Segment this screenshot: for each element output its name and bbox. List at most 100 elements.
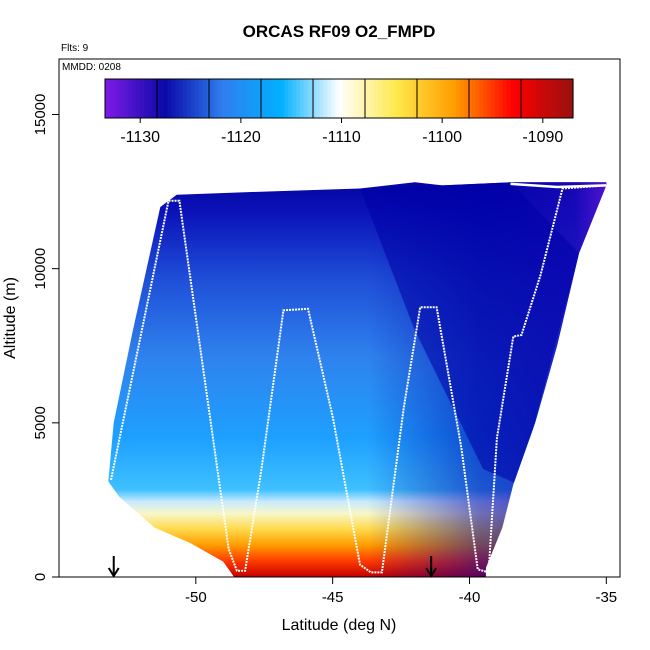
- colorbar-cell: [389, 79, 395, 118]
- colorbar-cell: [280, 79, 285, 118]
- colorbar-cell: [339, 79, 344, 118]
- colorbar-tick-label: -1120: [221, 129, 261, 146]
- colorbar-cell: [159, 79, 165, 118]
- colorbar-cell: [179, 79, 184, 118]
- x-tick-label: -50: [185, 589, 207, 606]
- colorbar-cell: [565, 79, 570, 118]
- colorbar-cell: [253, 79, 258, 118]
- colorbar-cell: [456, 79, 461, 118]
- colorbar-cell: [120, 79, 126, 118]
- colorbar-cell: [385, 79, 391, 118]
- colorbar-cell: [549, 79, 555, 118]
- colorbar-cell: [491, 79, 496, 118]
- colorbar-cell: [459, 79, 465, 118]
- colorbar-cell: [218, 79, 223, 118]
- marker-head: [107, 567, 120, 578]
- colorbar-cell: [237, 79, 243, 118]
- colorbar-cell: [112, 79, 118, 118]
- colorbar-cell: [222, 79, 227, 118]
- x-tick-label: -45: [322, 589, 344, 606]
- colorbar-cell: [116, 79, 122, 118]
- colorbar-cell: [428, 79, 434, 118]
- colorbar-cell: [561, 79, 566, 118]
- colorbar-cell: [105, 79, 110, 118]
- y-tick-label: 10000: [32, 248, 49, 290]
- arrow-down-icon: [425, 556, 438, 578]
- colorbar-cell: [506, 79, 512, 118]
- colorbar-cell: [292, 79, 297, 118]
- colorbar-cell: [358, 79, 363, 118]
- colorbar-cell: [522, 79, 527, 118]
- colorbar-cell: [257, 79, 262, 118]
- colorbar-cell: [541, 79, 547, 118]
- colorbar-cell: [420, 79, 426, 118]
- flight-track: [110, 184, 607, 574]
- colorbar-cell: [502, 79, 508, 118]
- colorbar-cell: [261, 79, 266, 118]
- colorbar-cell: [144, 79, 149, 118]
- x-axis-label: Latitude (deg N): [282, 617, 397, 634]
- colorbar-cell: [378, 79, 383, 118]
- colorbar-cell: [323, 79, 328, 118]
- colorbar-cell: [300, 79, 305, 118]
- colorbar-cell: [432, 79, 438, 118]
- colorbar-cell: [303, 79, 309, 118]
- colorbar-cell: [342, 79, 348, 118]
- colorbar-cell: [190, 79, 196, 118]
- colorbar-cell: [245, 79, 250, 118]
- colorbar-cell: [350, 79, 356, 118]
- colorbar-cell: [288, 79, 293, 118]
- colorbar-cell: [276, 79, 282, 118]
- colorbar-cell: [526, 79, 531, 118]
- colorbar: -1130 -1120 -1110 -1100 -1090: [104, 78, 574, 146]
- colorbar-cell: [405, 79, 410, 118]
- colorbar-cell: [534, 79, 539, 118]
- colorbar-tick-label: -1130: [120, 129, 160, 146]
- colorbar-tick-label: -1090: [522, 129, 563, 146]
- colorbar-cell: [483, 79, 488, 118]
- colorbar-cell: [202, 79, 207, 118]
- upper-flight-leg: [510, 182, 607, 189]
- colorbar-cell: [147, 79, 153, 118]
- colorbar-cell: [545, 79, 551, 118]
- colorbar-cell: [444, 79, 449, 118]
- colorbar-cell: [140, 79, 145, 118]
- colorbar-cell: [233, 79, 239, 118]
- chart-title: ORCAS RF09 O2_FMPD: [243, 22, 436, 41]
- colorbar-cell: [346, 79, 352, 118]
- colorbar-cell: [331, 79, 336, 118]
- colorbar-cell: [311, 79, 317, 118]
- x-tick-label: -40: [459, 589, 481, 606]
- colorbar-cell: [272, 79, 278, 118]
- colorbar-cell: [124, 79, 129, 118]
- colorbar-cell: [530, 79, 535, 118]
- colorbar-cell: [284, 79, 289, 118]
- colorbar-tick-label: -1100: [422, 129, 462, 146]
- arrow-down-icon: [107, 556, 120, 578]
- colorbar-cell: [452, 79, 457, 118]
- colorbar-cell: [424, 79, 430, 118]
- colorbar-tick-label: -1110: [322, 129, 361, 146]
- colorbar-cell: [448, 79, 453, 118]
- y-tick-label: 0: [32, 573, 49, 581]
- colorbar-cell: [319, 79, 324, 118]
- colorbar-cell: [315, 79, 321, 118]
- colorbar-cell: [241, 79, 246, 118]
- colorbar-cell: [198, 79, 204, 118]
- plot-frame: [58, 58, 621, 578]
- colorbar-cell: [553, 79, 558, 118]
- markers: [107, 556, 438, 578]
- colorbar-cell: [296, 79, 301, 118]
- colorbar-cell: [409, 79, 414, 118]
- colorbar-cell: [366, 79, 371, 118]
- colorbar-cell: [569, 79, 574, 118]
- colorbar-cell: [487, 79, 492, 118]
- colorbar-cell: [108, 79, 114, 118]
- colorbar-cell: [128, 79, 133, 118]
- colorbar-cell: [475, 79, 480, 118]
- colorbar-cell: [175, 79, 180, 118]
- colorbar-cell: [436, 79, 441, 118]
- colorbar-cell: [229, 79, 235, 118]
- y-axis: 0 5000 10000 15000: [32, 94, 59, 581]
